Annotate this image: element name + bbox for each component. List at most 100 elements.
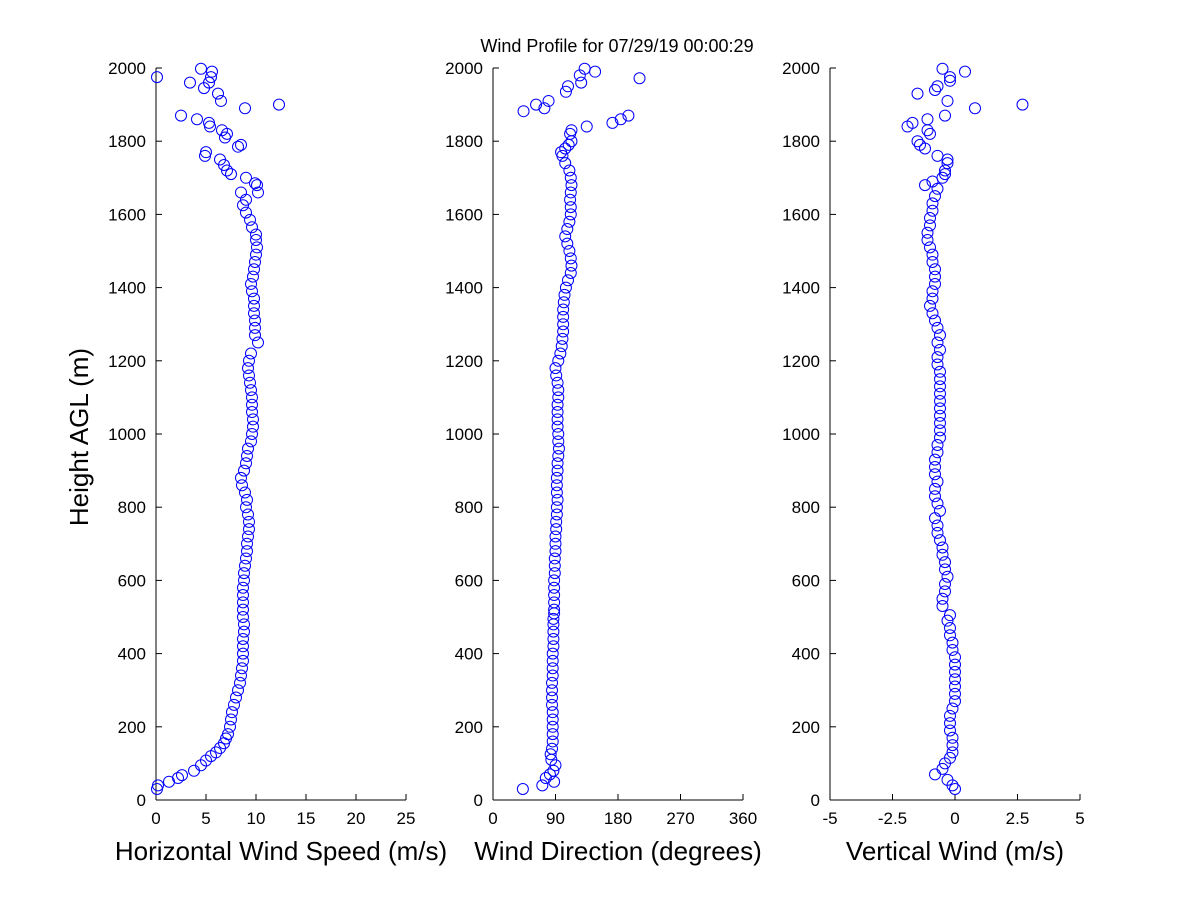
data-point: [926, 248, 939, 261]
data-point: [622, 109, 635, 122]
data-point: [238, 464, 250, 477]
y-tick-label: 600: [455, 571, 483, 590]
y-tick-label: 1400: [108, 279, 146, 298]
data-point: [559, 85, 572, 98]
data-point: [551, 406, 564, 419]
data-point: [548, 596, 561, 609]
data-point: [544, 748, 557, 761]
data-point: [911, 87, 924, 100]
x-tick-label: 15: [297, 809, 316, 828]
data-point: [221, 164, 233, 177]
data-point: [936, 600, 949, 613]
data-point: [549, 537, 562, 550]
data-point: [175, 109, 187, 122]
data-point: [934, 395, 946, 408]
data-point: [551, 398, 564, 411]
data-point: [944, 71, 956, 84]
data-point: [949, 783, 961, 796]
data-point: [934, 373, 946, 386]
data-point: [939, 578, 951, 591]
data-point: [205, 71, 217, 84]
data-point: [237, 647, 249, 660]
data-point: [248, 307, 260, 320]
data-point: [565, 124, 578, 137]
data-point: [237, 589, 249, 602]
data-point: [944, 724, 956, 737]
data-point: [949, 651, 961, 664]
data-point: [969, 102, 981, 115]
data-point: [241, 545, 253, 558]
data-point: [240, 206, 252, 219]
data-point: [549, 530, 562, 543]
data-point: [944, 74, 956, 87]
data-point: [252, 336, 264, 349]
data-point: [550, 501, 563, 514]
data-point: [235, 669, 247, 682]
data-point: [250, 248, 262, 261]
data-point: [575, 76, 588, 89]
y-tick-label: 1000: [445, 425, 483, 444]
x-tick-label: -5: [822, 809, 837, 828]
data-point: [939, 168, 951, 181]
data-point: [946, 739, 959, 752]
data-point: [547, 640, 560, 653]
data-point: [921, 226, 934, 239]
y-tick-label: 0: [474, 791, 483, 810]
data-point: [200, 146, 212, 159]
data-point: [246, 428, 258, 440]
data-point: [941, 570, 954, 583]
data-point: [944, 709, 956, 722]
data-point: [573, 69, 586, 82]
data-point: [184, 76, 196, 89]
data-point: [239, 486, 251, 499]
data-point: [239, 102, 251, 115]
y-tick-label: 400: [118, 645, 146, 664]
data-point: [240, 457, 252, 470]
series-points: [151, 62, 285, 796]
data-point: [546, 720, 559, 733]
data-point: [949, 680, 961, 693]
data-point: [546, 691, 559, 704]
data-point: [926, 197, 939, 210]
data-point: [944, 629, 956, 642]
x-tick-label: 0: [488, 809, 497, 828]
y-tick-label: 800: [792, 498, 820, 517]
data-point: [516, 783, 529, 796]
data-point: [249, 329, 261, 342]
data-point: [924, 241, 936, 254]
data-point: [934, 387, 946, 400]
y-tick-label: 1200: [108, 352, 146, 371]
panel-1: 0 200 400 600 800 1000 1200 1400 1600 1800 2000 0 5 1…: [108, 59, 447, 866]
series-points: [901, 62, 1029, 796]
y-tick-label: 600: [792, 571, 820, 590]
y-tick-label: 2000: [445, 59, 483, 78]
data-point: [546, 654, 559, 667]
data-point: [552, 449, 565, 462]
data-point: [547, 612, 560, 625]
x-tick-label: 2.5: [1006, 809, 1030, 828]
data-point: [550, 523, 563, 536]
data-point: [237, 581, 249, 594]
data-point: [238, 574, 250, 587]
data-point: [931, 321, 944, 334]
data-point: [926, 285, 939, 298]
data-point: [249, 255, 261, 268]
data-point: [242, 442, 254, 455]
data-point: [564, 208, 577, 221]
data-point: [249, 177, 261, 190]
data-point: [931, 526, 944, 539]
data-point: [949, 658, 961, 671]
data-point: [565, 259, 578, 272]
x-tick-label: 90: [546, 809, 565, 828]
y-tick-label: 1200: [782, 352, 820, 371]
data-point: [633, 72, 646, 85]
data-point: [936, 171, 949, 184]
data-point: [941, 773, 954, 786]
data-point: [949, 665, 961, 678]
data-point: [237, 632, 249, 645]
data-point: [924, 219, 936, 232]
data-point: [249, 314, 261, 327]
y-tick-label: 0: [811, 791, 820, 810]
data-point: [936, 541, 949, 554]
